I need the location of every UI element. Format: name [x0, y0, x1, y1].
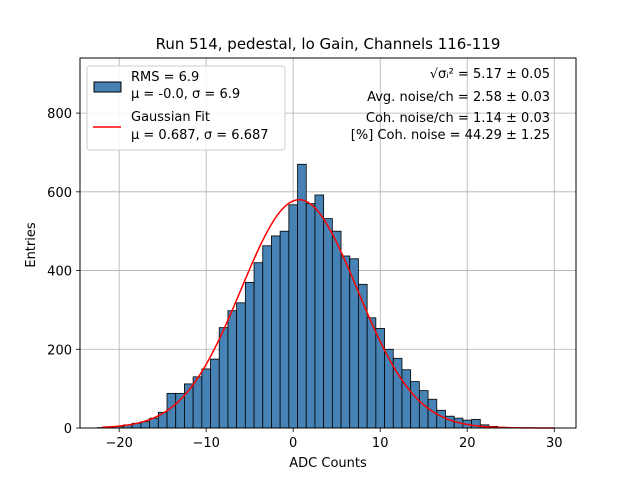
x-tick-label: 0: [289, 436, 297, 451]
histogram-bar: [244, 281, 255, 429]
histogram-bar: [418, 390, 429, 429]
histogram-bar: [375, 328, 385, 429]
x-axis-label: ADC Counts: [289, 456, 367, 471]
gaussian-fit-curve: [101, 198, 555, 429]
annotation-avg-noise: Avg. noise/ch = 2.58 ± 0.03: [367, 90, 550, 105]
annotation-sqrt-sigma-value: = 5.17 ± 0.05: [454, 67, 550, 82]
y-axis-label: Entries: [24, 222, 39, 268]
histogram-bars: [97, 163, 507, 429]
annotation-coh-noise: Coh. noise/ch = 1.14 ± 0.03: [366, 111, 550, 126]
histogram-bar: [323, 218, 333, 429]
histogram-bar: [175, 392, 185, 429]
histogram-bar: [331, 230, 342, 429]
annotation-sqrt-sigma-symbol: √σᵢ²: [430, 67, 454, 82]
x-tick-label: −20: [105, 436, 132, 451]
legend: RMS = 6.9 μ = -0.0, σ = 6.9 Gaussian Fit…: [86, 65, 286, 151]
histogram-bar: [445, 415, 455, 429]
noise-annotations: √σᵢ² = 5.17 ± 0.05 Avg. noise/ch = 2.58 …: [351, 67, 550, 143]
y-tick-label: 200: [47, 343, 72, 358]
legend-fit-line2: μ = 0.687, σ = 6.687: [131, 128, 269, 143]
histogram-bar: [349, 258, 359, 429]
annotation-sqrt-sigma: √σᵢ² = 5.17 ± 0.05: [430, 67, 550, 82]
y-tick-label: 0: [64, 422, 72, 437]
histogram-bar: [192, 376, 203, 429]
y-tick-label: 600: [47, 186, 72, 201]
legend-hist-line1: RMS = 6.9: [131, 70, 199, 85]
x-tick-label: 10: [372, 436, 389, 451]
legend-fit-line1: Gaussian Fit: [131, 110, 210, 125]
histogram-bar: [288, 204, 298, 429]
y-tick-label: 800: [47, 107, 72, 122]
histogram-bar: [436, 409, 446, 429]
histogram-bar: [366, 317, 377, 429]
x-tick-label: 20: [459, 436, 476, 451]
histogram-bar: [297, 163, 307, 429]
histogram-bar: [279, 230, 290, 429]
axes-frame: [79, 57, 577, 429]
legend-hist-swatch: [93, 81, 122, 93]
histogram-bar: [271, 235, 281, 429]
x-tick-label: −10: [192, 436, 219, 451]
histogram-bar: [218, 327, 229, 429]
axis-ticks: −20 −10 0 10 20 30 0 200 400 600 800: [47, 107, 562, 451]
histogram-bar: [384, 348, 394, 429]
histogram-bar: [314, 194, 325, 429]
histogram-bar: [253, 262, 264, 429]
histogram-bar: [201, 368, 211, 429]
annotation-coh-noise-percent: [%] Coh. noise = 44.29 ± 1.25: [351, 128, 550, 143]
legend-hist-line2: μ = -0.0, σ = 6.9: [131, 87, 240, 102]
histogram-bar: [410, 381, 420, 429]
histogram-bar: [210, 358, 220, 429]
legend-box: [86, 65, 286, 151]
histogram-bar: [227, 310, 238, 429]
x-tick-label: 30: [546, 436, 563, 451]
histogram-bar: [262, 245, 272, 429]
histogram-bar: [358, 283, 368, 429]
histogram-bar: [305, 203, 316, 429]
histogram-bar: [401, 369, 412, 429]
chart-title: Run 514, pedestal, lo Gain, Channels 116…: [156, 35, 501, 53]
histogram-bar: [236, 302, 246, 429]
histogram-bar: [340, 255, 351, 429]
y-tick-label: 400: [47, 265, 72, 280]
